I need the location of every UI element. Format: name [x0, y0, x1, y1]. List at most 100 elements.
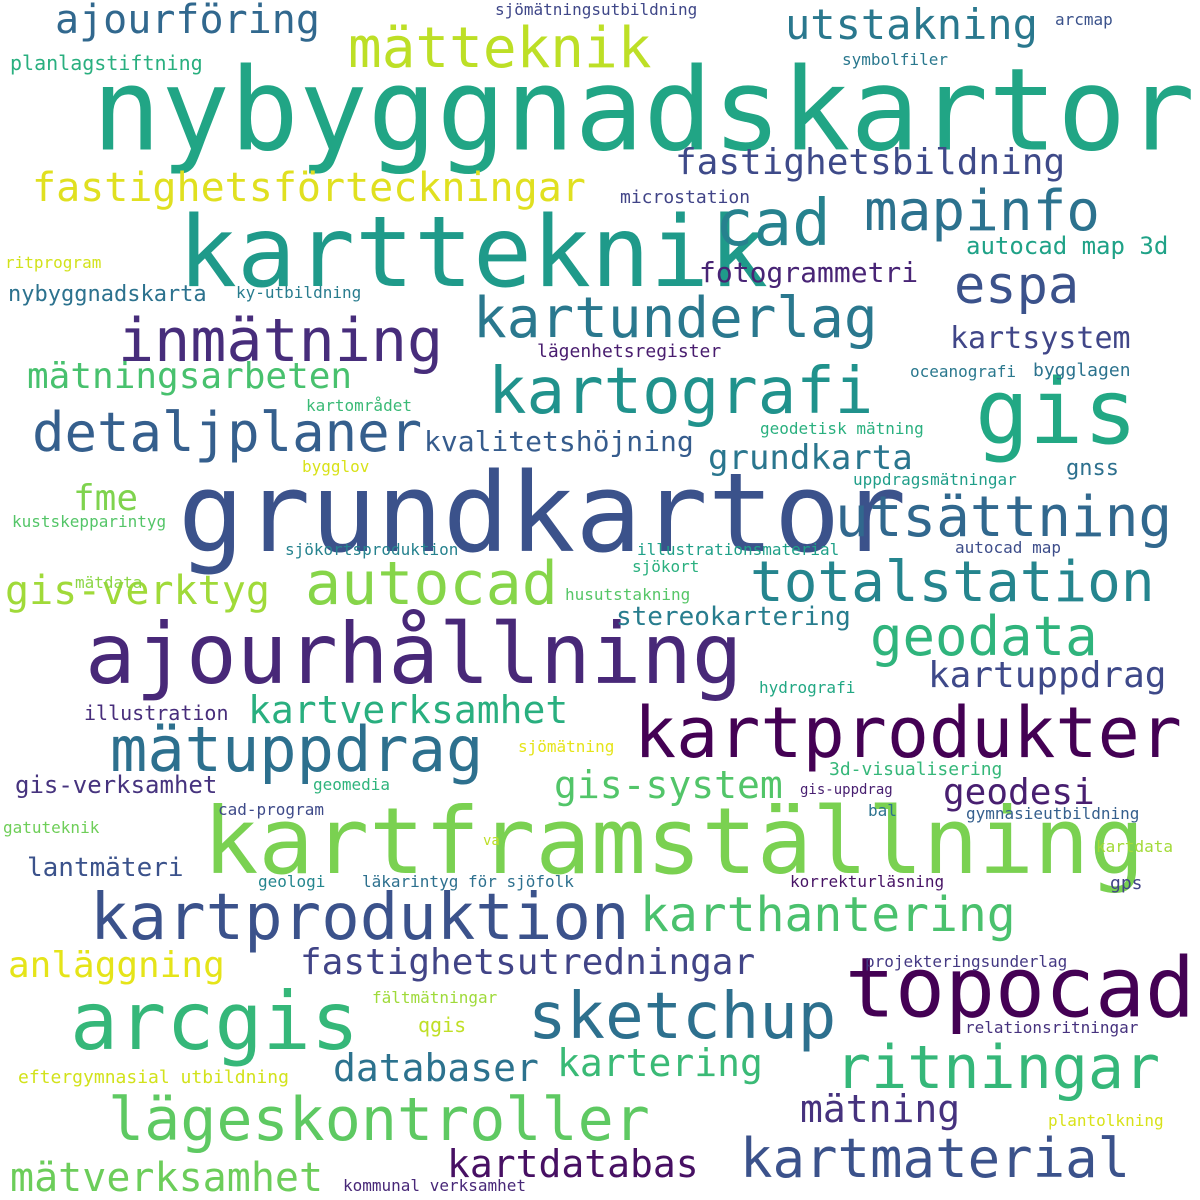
word-fastighetsbildning: fastighetsbildning — [675, 142, 1066, 183]
word-databaser: databaser — [333, 1046, 539, 1090]
word-oceanografi: oceanografi — [910, 362, 1016, 381]
word-lagenhetsregister: lägenhetsregister — [537, 341, 722, 362]
word-espa: espa — [954, 256, 1080, 316]
word-totalstation: totalstation — [750, 550, 1155, 615]
word-bal: bal — [868, 801, 897, 820]
word-fastighetsforteckningar: fastighetsförteckningar — [32, 165, 586, 211]
word-matning: mätning — [800, 1087, 961, 1131]
word-kartsystem: kartsystem — [950, 321, 1131, 356]
word-gis: gis — [975, 360, 1138, 465]
word-kommunal-verksamhet: kommunal verksamhet — [343, 1176, 527, 1195]
word-bygglov: bygglov — [302, 457, 370, 476]
word-cad: cad — [715, 187, 831, 261]
word-autocad-map-3d: autocad map 3d — [966, 232, 1169, 260]
word-kvalitetshojning: kvalitetshöjning — [424, 425, 694, 458]
word-korrekturlasning: korrekturläsning — [790, 872, 945, 891]
word-grundkartor: grundkartor — [178, 449, 907, 577]
word-husutstakning: husutstakning — [565, 585, 691, 604]
word-gis-uppdrag: gis-uppdrag — [800, 782, 893, 798]
word-kartomradet: kartområdet — [306, 396, 412, 415]
word-lakarintyg-for-sjofolk: läkarintyg för sjöfolk — [362, 872, 574, 891]
word-gnss: gnss — [1066, 456, 1119, 481]
word-gps: gps — [1110, 873, 1143, 894]
word-utsattning: utsättning — [835, 485, 1173, 550]
word-kartering: kartering — [557, 1041, 763, 1085]
word-fme: fme — [73, 478, 139, 519]
word-grundkarta: grundkarta — [708, 438, 913, 478]
word-kartdatabas: kartdatabas — [447, 1142, 699, 1186]
word-geologi: geologi — [258, 872, 326, 891]
word-kartdata: kartdata — [1096, 837, 1174, 856]
word-geomedia: geomedia — [313, 775, 391, 794]
word-gymnasieutbildning: gymnasieutbildning — [966, 804, 1140, 823]
word-sketchup: sketchup — [528, 980, 837, 1054]
word-ritprogram: ritprogram — [5, 253, 102, 272]
word-autocad: autocad — [305, 549, 558, 619]
word-arcgis: arcgis — [70, 975, 359, 1068]
word-kartuppdrag: kartuppdrag — [928, 655, 1167, 696]
word-gis-verksamhet: gis-verksamhet — [15, 771, 218, 799]
word-illustrationsmaterial: illustrationsmaterial — [637, 540, 840, 559]
word-faltmatningar: fältmätningar — [372, 988, 498, 1007]
word-sjomatningsutbildning: sjömätningsutbildning — [495, 0, 698, 19]
word-kartmaterial: kartmaterial — [740, 1127, 1131, 1190]
word-eftergymnasial-utbildning: eftergymnasial utbildning — [18, 1067, 289, 1088]
word-nybyggnadskartor: nybyggnadskartor — [92, 44, 1196, 178]
word-hydrografi: hydrografi — [759, 678, 856, 697]
word-relationsritningar: relationsritningar — [965, 1018, 1139, 1037]
word-gatuteknik: gatuteknik — [3, 818, 100, 837]
word-ritningar: ritningar — [835, 1033, 1161, 1103]
word-arcmap: arcmap — [1055, 10, 1113, 29]
word-gis-verktyg: gis-verktyg — [5, 568, 270, 614]
word-planlagstiftning: planlagstiftning — [10, 51, 203, 75]
word-kartunderlag: kartunderlag — [473, 286, 878, 351]
word-kartframstallning: kartframställning — [203, 788, 1145, 895]
word-plantolkning: plantolkning — [1048, 1111, 1164, 1130]
word-geodetisk-matning: geodetisk mätning — [760, 419, 924, 438]
word-cad-program: cad-program — [218, 800, 324, 819]
word-illustration: illustration — [84, 701, 229, 725]
word-kartteknik: kartteknik — [178, 196, 769, 310]
word-sjokortsproduktion: sjökortsproduktion — [285, 540, 459, 559]
word-ky-utbildning: ky-utbildning — [236, 283, 362, 302]
word-va: va — [483, 833, 500, 849]
word-stereokartering: stereokartering — [616, 602, 851, 632]
word-utstakning: utstakning — [785, 0, 1038, 49]
word-fotogrammetri: fotogrammetri — [699, 256, 919, 289]
word-matdata: mätdata — [75, 573, 143, 592]
word-gis-system: gis-system — [554, 763, 783, 807]
word-ajourforing: ajourföring — [55, 0, 320, 43]
word-anlaggning: anläggning — [8, 945, 225, 986]
word-sjomatning: sjömätning — [518, 737, 615, 756]
word-geodesi: geodesi — [943, 772, 1095, 813]
word-detaljplaner: detaljplaner — [32, 401, 423, 464]
word-matningsarbeten: mätningsarbeten — [27, 356, 353, 397]
word-uppdragsmatningar: uppdragsmätningar — [853, 470, 1017, 489]
word-nybyggnadskarta: nybyggnadskarta — [8, 282, 207, 307]
word-lageskontroller: lägeskontroller — [108, 1085, 650, 1155]
word-kartverksamhet: kartverksamhet — [248, 688, 569, 732]
word-kartografi: kartografi — [488, 355, 874, 429]
word-kartprodukter: kartprodukter — [634, 692, 1182, 774]
word-geodata: geodata — [870, 605, 1098, 668]
word-lantmateri: lantmäteri — [27, 853, 184, 883]
word-microstation: microstation — [620, 187, 751, 208]
word-autocad-map: autocad map — [955, 538, 1061, 557]
word-symbolfiler: symbolfiler — [842, 50, 948, 69]
word-matverksamhet: mätverksamhet — [10, 1155, 324, 1200]
word-kustskepparintyg: kustskepparintyg — [12, 512, 167, 531]
word-sjokort: sjökort — [632, 557, 700, 576]
word-fastighetsutredningar: fastighetsutredningar — [300, 942, 756, 983]
word-qgis: qgis — [418, 1013, 467, 1037]
word-karthantering: karthantering — [640, 887, 1016, 943]
word-ajourhallning: ajourhållning — [85, 605, 743, 703]
word-bygglagen: bygglagen — [1033, 360, 1131, 381]
word-matuppdrag: mätuppdrag — [110, 713, 484, 786]
word-topocad: topocad — [845, 939, 1195, 1037]
word-matteknik: mätteknik — [348, 16, 652, 81]
word-mapinfo: mapinfo — [864, 179, 1101, 244]
word-inmatning: inmätning — [118, 306, 444, 376]
word-kartproduktion: kartproduktion — [90, 881, 630, 955]
word-projekteringsunderlag: projekteringsunderlag — [865, 952, 1068, 971]
